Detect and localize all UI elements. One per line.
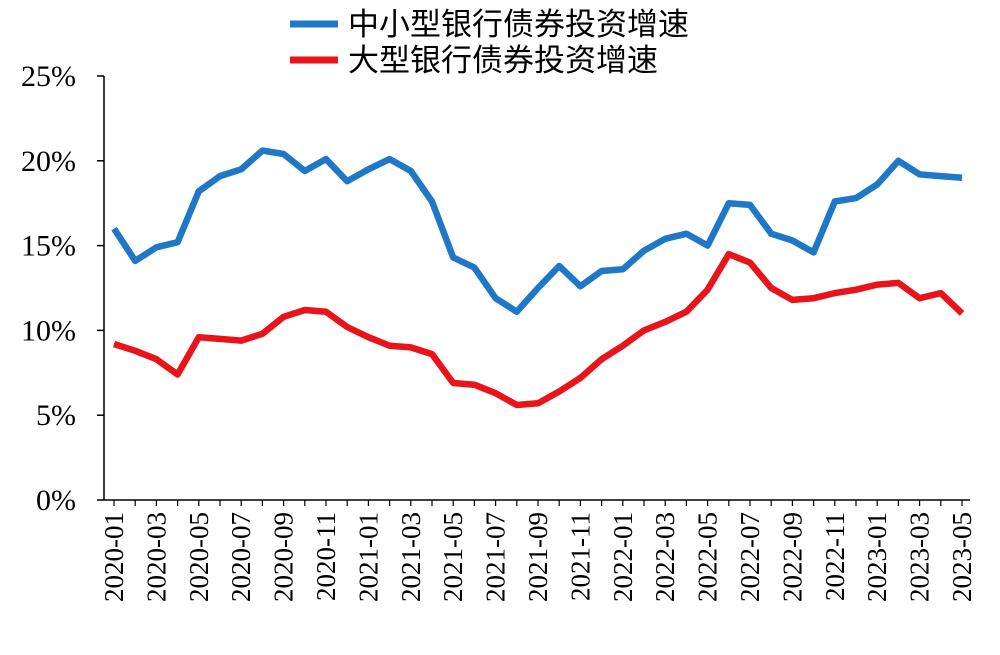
x-tick-label: 2022-05	[693, 512, 723, 602]
x-tick-label: 2021-01	[353, 512, 383, 602]
x-tick-label: 2021-11	[565, 512, 595, 601]
y-tick-label: 20%	[21, 145, 76, 178]
legend-label-series-2: 大型银行债券投资增速	[348, 43, 658, 79]
x-tick-label: 2023-03	[905, 512, 935, 602]
x-tick-label: 2022-03	[650, 512, 680, 602]
x-tick-label: 2022-09	[777, 512, 807, 602]
x-tick-label: 2022-11	[820, 512, 850, 601]
x-tick-label: 2020-01	[99, 512, 129, 602]
x-tick-label: 2021-03	[396, 512, 426, 602]
series-line-1	[111, 147, 963, 315]
x-axis-ticks: 2020-01 2020-03 2020-05 2020-07 2020-09 2020-…	[99, 500, 977, 602]
legend-label-series-1: 中小型银行债券投资增速	[348, 7, 689, 43]
y-tick-label: 5%	[36, 399, 76, 432]
x-tick-label: 2021-07	[481, 512, 511, 602]
legend: 中小型银行债券投资增速 大型银行债券投资增速	[290, 7, 689, 79]
x-tick-label: 2022-01	[608, 512, 638, 602]
x-tick-label: 2020-03	[141, 512, 171, 602]
x-tick-label: 2020-11	[311, 512, 341, 601]
x-tick-label: 2021-05	[438, 512, 468, 602]
x-tick-label: 2020-09	[269, 512, 299, 602]
x-tick-label: 2022-07	[735, 512, 765, 602]
series-line-2	[113, 250, 965, 409]
y-tick-label: 10%	[21, 314, 76, 347]
x-tick-label: 2020-05	[184, 512, 214, 602]
x-tick-label: 2020-07	[226, 512, 256, 602]
x-tick-label: 2023-01	[862, 512, 892, 602]
x-tick-label: 2021-09	[523, 512, 553, 602]
x-tick-label: 2023-05	[947, 512, 977, 602]
axes	[103, 76, 970, 501]
y-axis-ticks: 0% 5% 10% 15% 20% 25%	[21, 60, 104, 517]
y-tick-label: 0%	[36, 484, 76, 517]
y-tick-label: 15%	[21, 230, 76, 263]
series-lines	[111, 147, 965, 409]
y-tick-label: 25%	[21, 60, 76, 93]
